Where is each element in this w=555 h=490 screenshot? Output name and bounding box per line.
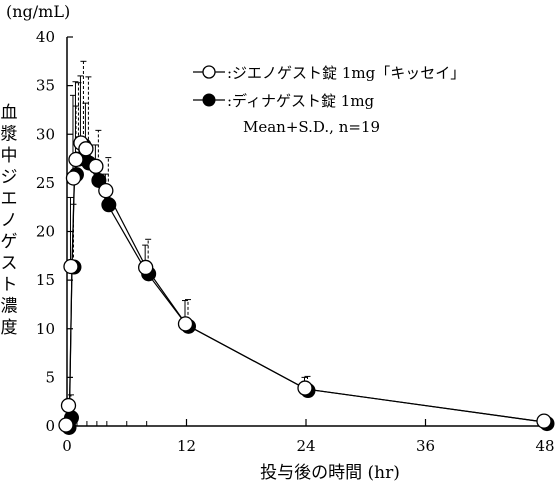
y-axis-title-char: エ [1, 189, 18, 209]
x-tick-label-36: 36 [416, 437, 435, 455]
data-point-open [78, 141, 94, 157]
y-axis-title-char: ゲ [1, 232, 18, 252]
y-axis-title-char: ジ [1, 168, 18, 188]
y-tick-label-5: 5 [45, 368, 55, 386]
legend-label-filled: :ディナゲスト錠 1mg [227, 92, 375, 110]
data-point-open [88, 158, 104, 174]
data-point-open [138, 259, 154, 276]
legend-marker-filled [202, 93, 216, 107]
data-point-open [98, 182, 114, 199]
y-axis-title-char: 中 [1, 146, 18, 166]
x-axis-title: 投与後の時間 (hr) [260, 463, 400, 483]
legend-marker-open [202, 65, 216, 79]
data-point-open [58, 417, 74, 433]
y-tick-label-40: 40 [36, 28, 55, 46]
y-axis-title-char: 漿 [1, 125, 18, 145]
y-axis-title-char: ス [1, 254, 18, 274]
data-point-open [65, 170, 82, 186]
y-tick-label-15: 15 [36, 271, 55, 289]
y-axis-title-char: 度 [1, 318, 18, 338]
y-tick-label-10: 10 [36, 320, 55, 338]
y-axis-title-char: 血 [1, 103, 18, 123]
x-tick-label-24: 24 [296, 437, 315, 455]
data-point-open [177, 316, 194, 332]
legend-label-open: :ジエノゲスト錠 1mg「キッセイ」 [227, 64, 465, 82]
data-point-open [68, 151, 84, 168]
y-tick-label-25: 25 [36, 174, 55, 192]
x-tick-label-12: 12 [177, 437, 196, 455]
y-tick-label-0: 0 [45, 417, 55, 435]
x-tick-label-0: 0 [62, 437, 72, 455]
y-axis-title-char: ノ [1, 211, 18, 231]
data-point-filled [101, 197, 117, 213]
legend: :ジエノゲスト錠 1mg「キッセイ」 :ディナゲスト錠 1mg [193, 64, 465, 110]
data-point-open [60, 397, 77, 414]
ticks: 0 5 10 15 20 25 30 35 40 0 12 24 36 48 [36, 28, 555, 455]
legend-stats-note: Mean+S.D., n=19 [243, 118, 380, 136]
data-point-open [63, 258, 79, 275]
data-point-open [297, 380, 313, 396]
y-tick-label-35: 35 [36, 77, 55, 95]
plot-area [58, 60, 555, 435]
x-tick-label-48: 48 [535, 437, 554, 455]
y-tick-label-20: 20 [36, 223, 55, 241]
y-unit-label: (ng/mL) [6, 2, 70, 21]
data-point-open [536, 413, 552, 429]
y-axis-title-char: 濃 [1, 297, 18, 317]
y-tick-label-30: 30 [36, 125, 55, 143]
y-axis-title-char: ト [1, 275, 18, 295]
